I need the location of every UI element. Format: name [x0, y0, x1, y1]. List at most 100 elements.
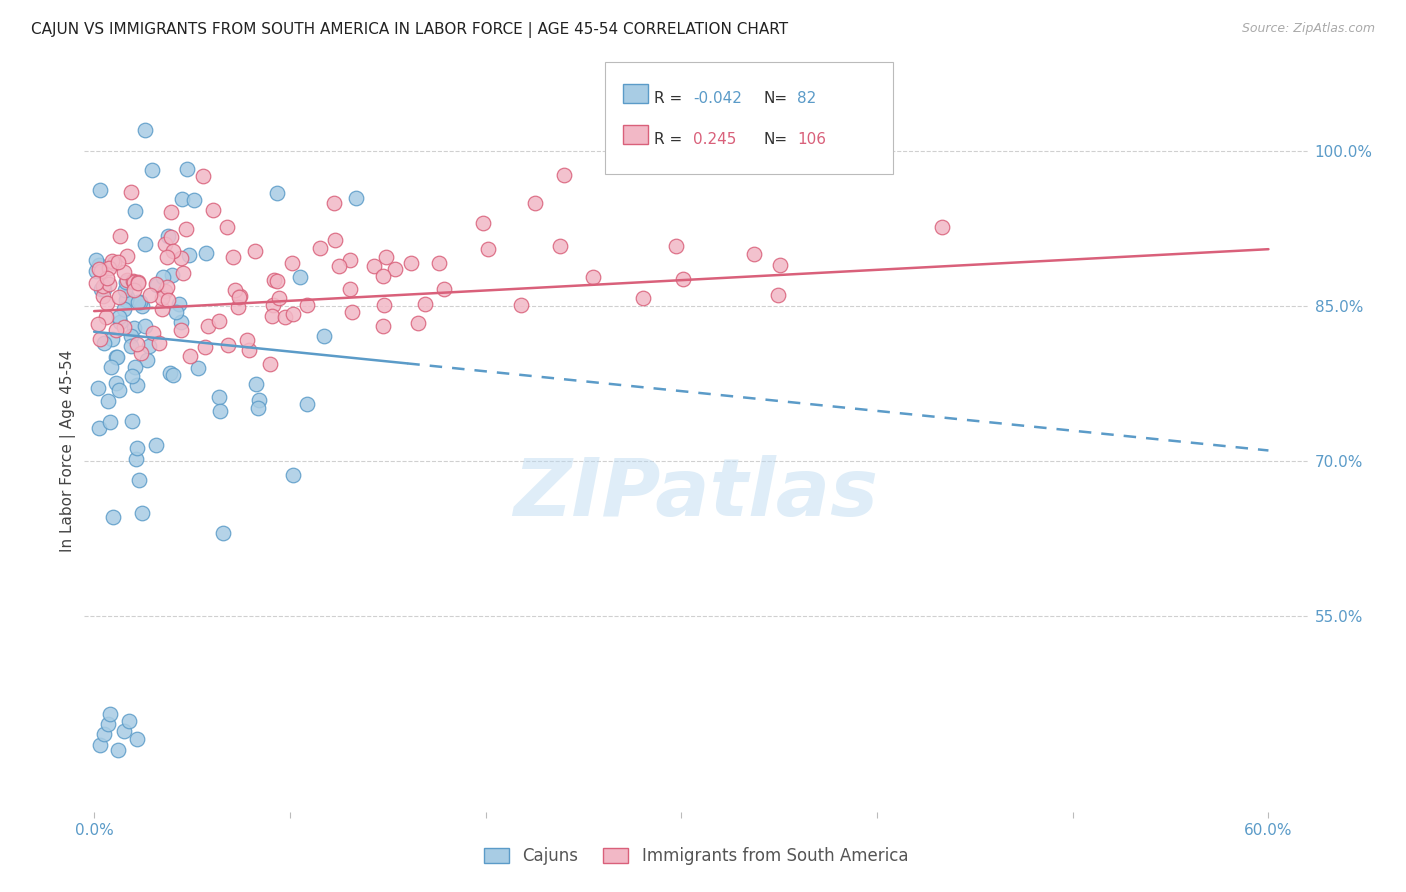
Point — [312, 329, 335, 343]
Point — [145, 438, 167, 452]
Point — [179, 248, 201, 262]
Point — [672, 272, 695, 286]
Point — [169, 251, 191, 265]
Point — [98, 415, 121, 429]
Point — [308, 241, 330, 255]
Point — [105, 376, 128, 390]
Point — [122, 275, 145, 289]
Point — [141, 163, 163, 178]
Point — [124, 204, 146, 219]
Point — [131, 506, 153, 520]
Point — [193, 169, 215, 184]
Point — [112, 724, 135, 739]
Point — [323, 196, 346, 211]
Point — [91, 278, 114, 293]
Point — [159, 366, 181, 380]
Point — [202, 202, 225, 217]
Point — [156, 280, 179, 294]
Point — [363, 259, 385, 273]
Point — [523, 196, 546, 211]
Point — [84, 253, 107, 268]
Point — [263, 273, 285, 287]
Text: R =: R = — [654, 91, 682, 106]
Point — [121, 369, 143, 384]
Point — [136, 352, 159, 367]
Point — [84, 277, 107, 291]
Point — [269, 291, 291, 305]
Point — [212, 525, 235, 540]
Point — [152, 269, 174, 284]
Point — [134, 318, 156, 333]
Point — [153, 284, 176, 298]
Point — [179, 349, 201, 363]
Point — [125, 442, 148, 456]
Point — [96, 295, 118, 310]
Point — [108, 229, 131, 244]
Point — [127, 294, 149, 309]
Point — [187, 361, 209, 376]
Point — [340, 305, 363, 319]
Point — [87, 381, 110, 395]
Text: ZIPatlas: ZIPatlas — [513, 455, 879, 533]
Point — [108, 315, 131, 329]
Point — [89, 262, 111, 277]
Point — [104, 350, 127, 364]
Point — [477, 242, 499, 256]
Point — [127, 275, 149, 289]
Point — [742, 247, 765, 261]
Point — [97, 717, 120, 731]
Point — [384, 262, 406, 277]
Text: R =: R = — [654, 132, 682, 147]
Point — [120, 338, 142, 352]
Text: N=: N= — [763, 132, 787, 147]
Point — [118, 714, 141, 728]
Point — [194, 340, 217, 354]
Point — [112, 301, 135, 316]
Text: Source: ZipAtlas.com: Source: ZipAtlas.com — [1241, 22, 1375, 36]
Point — [127, 277, 149, 291]
Point — [510, 298, 533, 312]
Y-axis label: In Labor Force | Age 45-54: In Labor Force | Age 45-54 — [60, 350, 76, 551]
Point — [160, 268, 183, 283]
Point — [262, 298, 284, 312]
Point — [129, 294, 152, 309]
Point — [131, 299, 153, 313]
Point — [93, 289, 115, 303]
Point — [105, 322, 128, 336]
Point — [89, 333, 111, 347]
Point — [96, 270, 118, 285]
Point — [101, 510, 124, 524]
Point — [122, 320, 145, 334]
Point — [114, 276, 136, 290]
Point — [114, 283, 136, 297]
Point — [165, 305, 187, 319]
Point — [98, 706, 121, 721]
Point — [281, 467, 304, 482]
Point — [631, 291, 654, 305]
Point — [89, 183, 111, 197]
Point — [208, 390, 231, 404]
Point — [274, 310, 297, 325]
Text: 106: 106 — [797, 132, 827, 147]
Text: -0.042: -0.042 — [693, 91, 742, 106]
Point — [103, 256, 125, 270]
Point — [125, 336, 148, 351]
Point — [90, 264, 112, 278]
Point — [93, 335, 115, 350]
Point — [429, 255, 451, 269]
Point — [115, 293, 138, 307]
Point — [108, 310, 131, 325]
Point — [162, 368, 184, 382]
Point — [94, 310, 117, 324]
Point — [122, 274, 145, 288]
Point — [217, 220, 239, 235]
Point — [108, 290, 131, 304]
Point — [433, 282, 456, 296]
Point — [89, 258, 111, 272]
Point — [167, 297, 190, 311]
Point — [117, 249, 139, 263]
Point — [156, 228, 179, 243]
Point — [100, 359, 122, 374]
Point — [146, 278, 169, 293]
Point — [145, 277, 167, 291]
